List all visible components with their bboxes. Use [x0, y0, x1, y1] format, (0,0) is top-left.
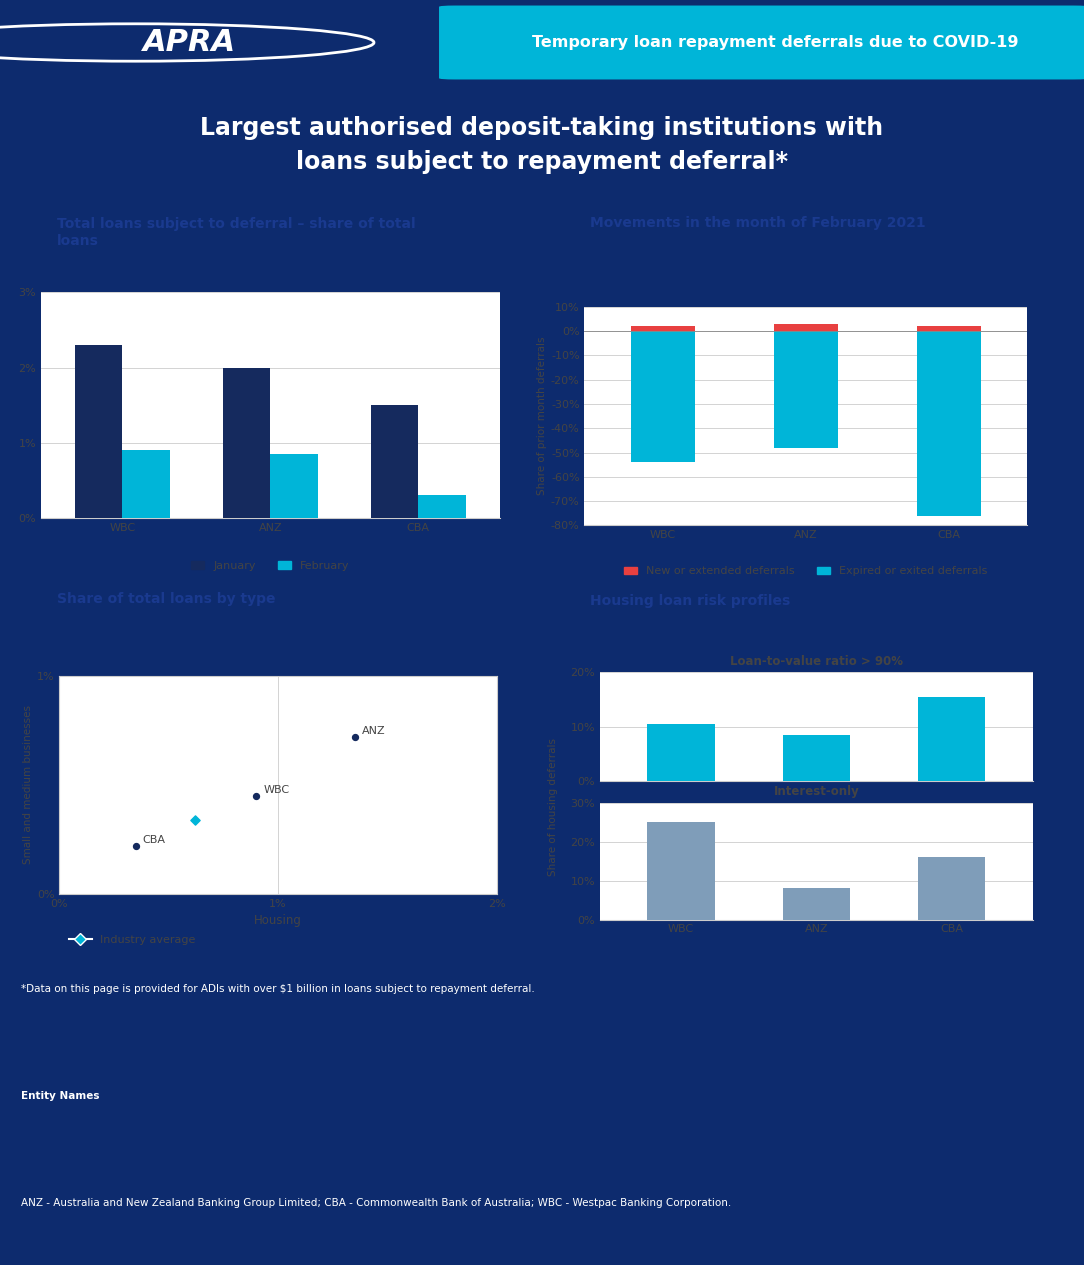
Bar	[774, 324, 838, 331]
Bar	[631, 326, 695, 331]
Text: Loan-to-value ratio > 90%: Loan-to-value ratio > 90%	[730, 654, 903, 668]
Bar	[371, 405, 418, 519]
Bar	[647, 822, 715, 920]
Bar	[774, 331, 838, 448]
Bar	[783, 735, 850, 782]
Bar	[917, 326, 981, 331]
Bar	[75, 345, 122, 519]
Point	[186, 810, 204, 830]
Legend: January, February: January, February	[186, 557, 354, 576]
Point	[346, 726, 363, 746]
Bar	[270, 454, 318, 519]
Text: WBC: WBC	[263, 786, 289, 794]
Text: ANZ - Australia and New Zealand Banking Group Limited; CBA - Commonwealth Bank o: ANZ - Australia and New Zealand Banking …	[22, 1198, 732, 1208]
Text: Interest-only: Interest-only	[774, 786, 860, 798]
Y-axis label: Small and medium businesses: Small and medium businesses	[23, 706, 33, 864]
Text: APRA: APRA	[143, 28, 236, 57]
Text: Housing loan risk profiles: Housing loan risk profiles	[590, 593, 790, 607]
Bar	[918, 858, 985, 920]
Text: Temporary loan repayment deferrals due to COVID-19: Temporary loan repayment deferrals due t…	[532, 35, 1018, 51]
Text: Largest authorised deposit-taking institutions with
loans subject to repayment d: Largest authorised deposit-taking instit…	[201, 116, 883, 173]
Bar	[122, 450, 170, 519]
Text: Share of housing deferrals: Share of housing deferrals	[549, 737, 558, 875]
Text: Share of total loans by type: Share of total loans by type	[56, 592, 275, 606]
Bar	[647, 724, 715, 782]
Legend: Industry average: Industry average	[65, 931, 201, 950]
Bar	[783, 888, 850, 920]
Text: Entity Names: Entity Names	[22, 1090, 100, 1101]
Bar	[918, 697, 985, 782]
X-axis label: Housing: Housing	[254, 915, 302, 927]
Text: Total loans subject to deferral – share of total
loans: Total loans subject to deferral – share …	[56, 218, 415, 248]
FancyBboxPatch shape	[439, 5, 1084, 80]
Text: Movements in the month of February 2021: Movements in the month of February 2021	[590, 216, 926, 230]
Bar	[631, 331, 695, 462]
Text: *Data on this page is provided for ADIs with over $1 billion in loans subject to: *Data on this page is provided for ADIs …	[22, 984, 535, 994]
Bar	[223, 368, 270, 519]
Point	[127, 836, 144, 856]
Text: CBA: CBA	[143, 835, 166, 845]
Text: ANZ: ANZ	[362, 726, 385, 736]
Bar	[418, 496, 465, 519]
Bar	[917, 331, 981, 516]
Y-axis label: Share of prior month deferrals: Share of prior month deferrals	[537, 336, 546, 496]
Point	[247, 786, 264, 806]
Legend: New or extended deferrals, Expired or exited deferrals: New or extended deferrals, Expired or ex…	[620, 562, 992, 581]
